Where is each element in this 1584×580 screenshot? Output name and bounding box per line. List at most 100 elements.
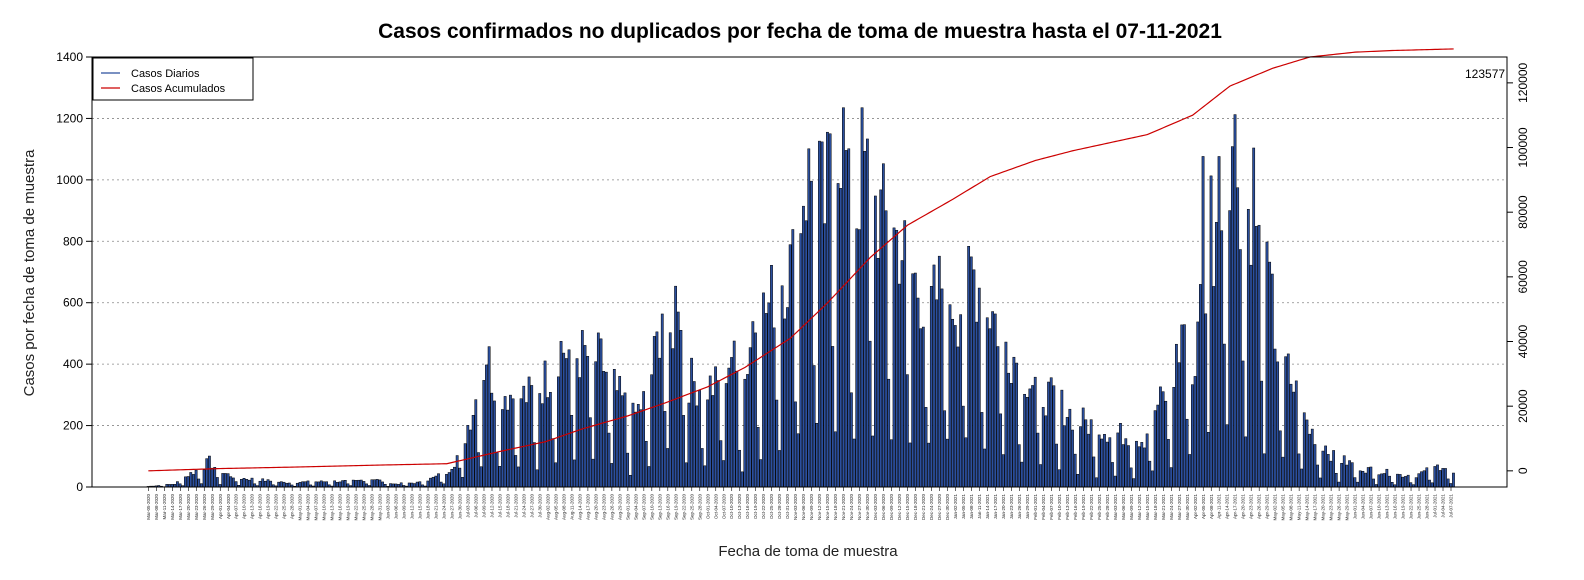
daily-bar	[937, 255, 941, 488]
daily-bar	[759, 459, 763, 488]
daily-bar	[786, 307, 789, 488]
daily-bar	[1449, 483, 1453, 488]
daily-bar	[735, 370, 739, 488]
daily-bar	[543, 360, 547, 488]
x-tick-label: Nov-18-2020	[833, 494, 838, 521]
x-tick-label: Feb-07-2021	[1049, 494, 1054, 520]
daily-bar	[676, 311, 680, 488]
x-tick-label: Jun-15-2020	[418, 494, 423, 520]
daily-bar	[732, 340, 736, 488]
x-tick-label: May-16-2020	[338, 494, 343, 521]
daily-bar	[788, 244, 792, 488]
daily-bar	[474, 399, 478, 488]
daily-bar	[1364, 472, 1367, 488]
x-tick-label: Mar-08-2020	[154, 494, 159, 520]
daily-bar	[580, 330, 584, 488]
daily-bar	[852, 438, 856, 488]
x-tick-label: Jun-18-2020	[426, 494, 431, 520]
daily-bar	[740, 471, 744, 488]
x-tick-label: Sep-16-2020	[665, 494, 670, 521]
daily-bar	[373, 479, 376, 488]
x-tick-label: Jan-08-2021	[969, 494, 974, 520]
x-tick-label: Apr-16-2020	[258, 494, 263, 520]
x-tick-label: Jan-11-2021	[977, 494, 982, 519]
daily-bar	[1249, 264, 1253, 488]
daily-bar	[1185, 418, 1189, 488]
daily-bar	[1273, 348, 1277, 488]
daily-bar	[1428, 479, 1431, 488]
x-tick-label: Jul-09-2020	[481, 494, 486, 518]
x-tick-label: Sep-01-2020	[625, 494, 630, 521]
daily-bar	[333, 480, 336, 488]
daily-bar	[770, 265, 773, 488]
daily-bar	[1310, 428, 1314, 488]
daily-bar	[298, 482, 302, 488]
daily-bar	[1055, 443, 1058, 488]
x-tick-label: Feb-04-2021	[1041, 494, 1046, 520]
x-tick-label: Jun-13-2021	[1385, 494, 1390, 520]
daily-bar	[490, 392, 494, 488]
daily-bar	[903, 220, 907, 488]
daily-bar	[1369, 466, 1373, 488]
daily-bar	[1041, 407, 1045, 488]
daily-bar	[913, 272, 917, 488]
daily-bar	[1073, 453, 1077, 488]
daily-bar	[1313, 444, 1317, 488]
daily-bar	[703, 465, 707, 488]
daily-bar	[724, 383, 728, 488]
daily-bar	[572, 459, 576, 488]
daily-bar	[1068, 408, 1072, 488]
x-axis-label: Fecha de toma de muestra	[718, 543, 898, 560]
x-tick-label: Mar-30-2021	[1185, 494, 1190, 520]
daily-bar	[764, 313, 768, 488]
daily-bar	[1033, 376, 1037, 488]
x-tick-label: Oct-28-2020	[777, 494, 782, 520]
x-tick-label: May-28-2020	[370, 494, 375, 521]
daily-bar	[514, 455, 518, 488]
daily-bar	[850, 392, 853, 488]
x-tick-label: Apr-11-2021	[1217, 494, 1222, 519]
daily-bar	[604, 371, 608, 488]
daily-bar	[437, 473, 440, 488]
daily-bar	[951, 318, 955, 488]
daily-bar	[684, 462, 688, 488]
x-tick-label: Jun-27-2020	[450, 494, 455, 520]
daily-bar	[559, 341, 563, 488]
x-tick-label: Jul-04-2021	[1441, 494, 1446, 518]
daily-bar	[1015, 362, 1018, 488]
daily-bar	[431, 476, 435, 488]
daily-bar	[1452, 472, 1455, 488]
daily-bar	[381, 481, 384, 488]
daily-bar	[679, 330, 683, 488]
daily-bar	[418, 481, 422, 488]
daily-bar	[343, 480, 347, 488]
daily-bar	[232, 477, 235, 488]
daily-bar	[879, 189, 883, 488]
daily-bar	[509, 394, 512, 488]
x-tick-label: May-14-2021	[1305, 494, 1310, 521]
daily-bar	[967, 246, 971, 488]
daily-bar	[1236, 187, 1240, 488]
y2-tick-label: 40000	[1516, 325, 1530, 359]
x-tick-label: Jul-24-2020	[521, 494, 526, 518]
x-tick-label: Jan-29-2021	[1025, 494, 1030, 520]
x-tick-label: Jan-05-2021	[961, 494, 966, 520]
x-tick-label: Mar-20-2020	[186, 494, 191, 520]
daily-bar	[658, 357, 661, 488]
daily-bar	[1151, 470, 1154, 488]
daily-bar	[908, 442, 912, 488]
daily-bar	[415, 481, 419, 488]
daily-bar	[599, 338, 603, 488]
daily-bar	[674, 285, 677, 488]
daily-bar	[842, 107, 845, 488]
daily-bar	[1380, 473, 1383, 488]
daily-bar	[911, 273, 915, 488]
daily-bar	[591, 458, 595, 488]
x-tick-label: May-05-2021	[1281, 494, 1286, 521]
x-tick-label: Nov-27-2020	[857, 494, 862, 521]
x-tick-label: Jul-07-2021	[1449, 494, 1454, 518]
daily-bar	[636, 404, 640, 488]
x-tick-label: May-10-2020	[322, 494, 327, 521]
daily-bar	[1220, 230, 1224, 488]
x-tick-label: Oct-16-2020	[745, 494, 750, 520]
